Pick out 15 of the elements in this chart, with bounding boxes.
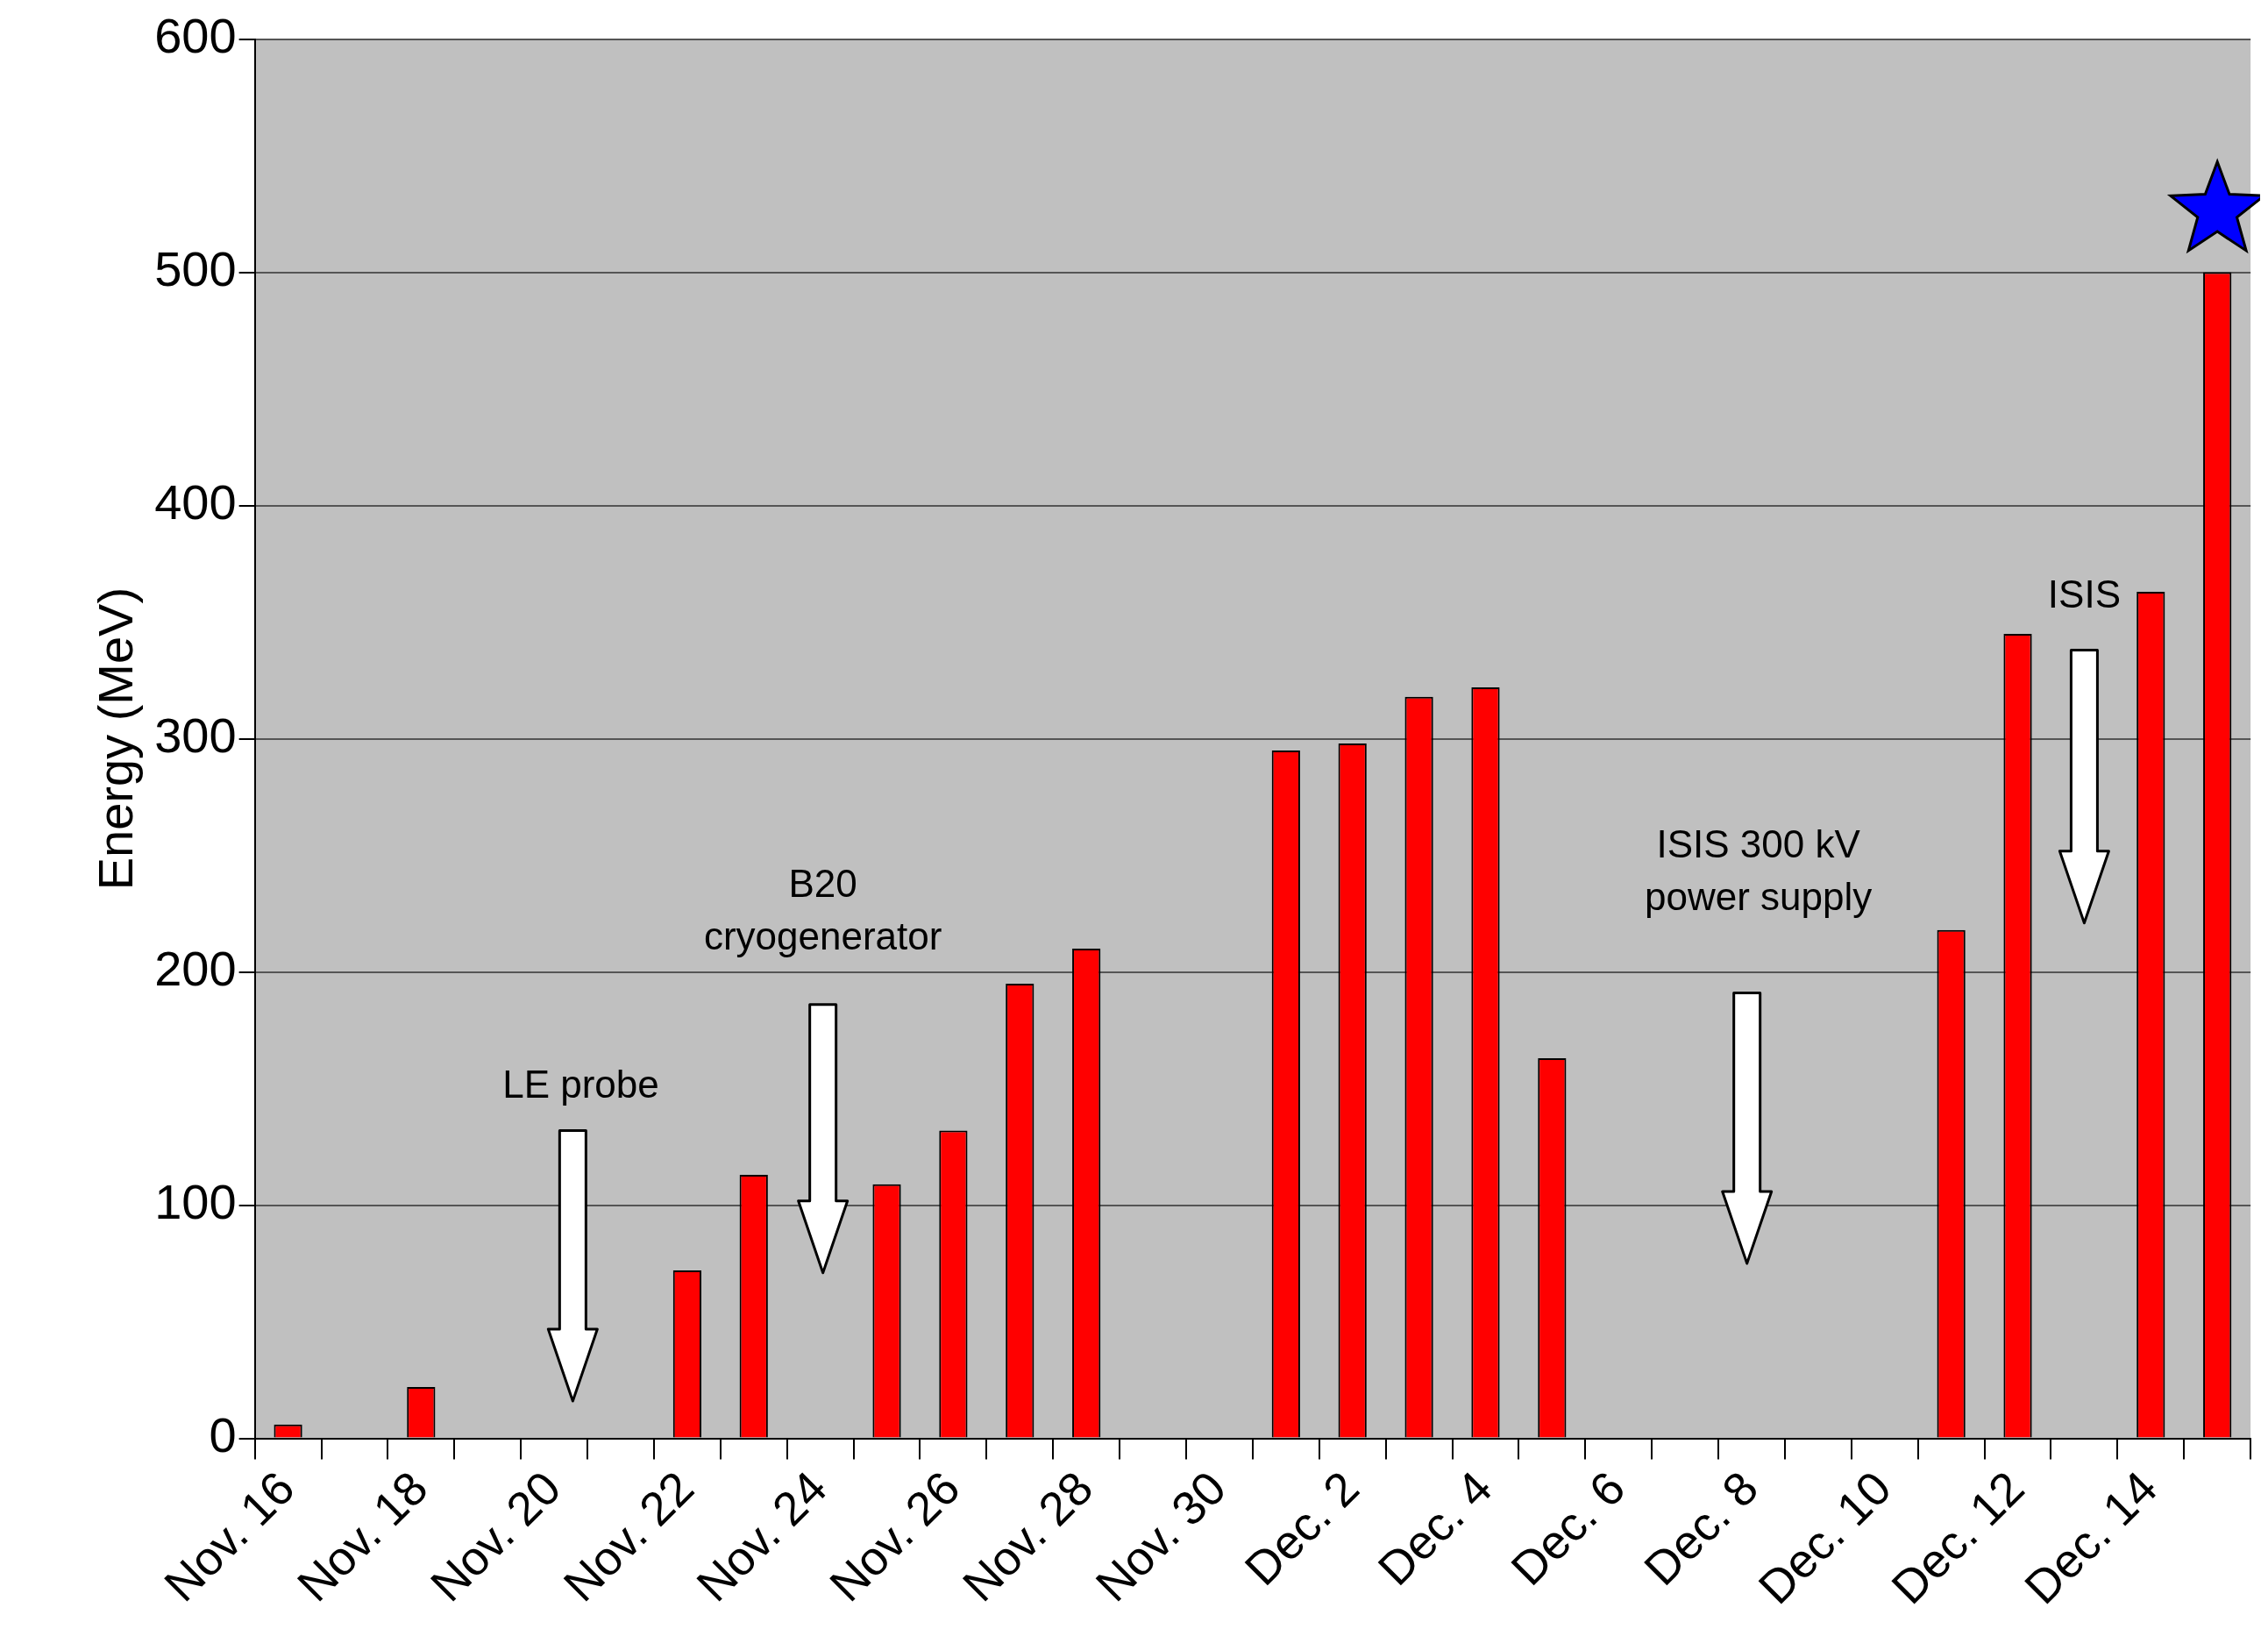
x-tick-label: Dec. 6 [1500,1461,1635,1596]
y-tick-label: 200 [154,941,237,997]
annotation: B20 cryogenerator [703,862,942,958]
x-tick-label: Dec. 4 [1367,1461,1502,1596]
y-tick-label: 100 [154,1174,237,1230]
annotation: ISIS [2047,573,2121,616]
y-axis-title: Energy (MeV) [88,587,144,891]
y-tick-label: 300 [154,708,237,764]
y-tick-label: 400 [154,474,237,530]
y-tick-label: 600 [154,8,237,64]
y-tick-label: 500 [154,241,237,297]
annotation: LE probe [502,1062,659,1106]
annotation: ISIS 300 kV power supply [1644,822,1873,918]
y-tick-label: 0 [209,1407,237,1463]
x-tick-label: Dec. 2 [1234,1461,1369,1596]
